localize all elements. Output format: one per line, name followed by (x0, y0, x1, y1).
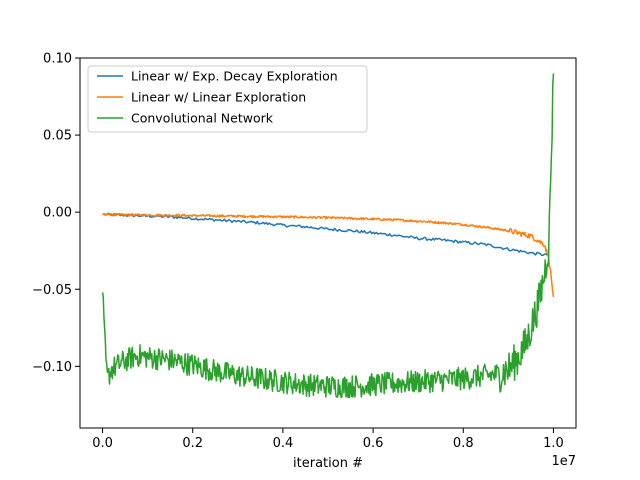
x-tick-label: 0.0 (92, 436, 113, 451)
plot-frame (79, 57, 577, 429)
legend-label-3: Convolutional Network (131, 111, 274, 126)
y-tick-label: 0.05 (43, 129, 72, 144)
x-tick-label: 0.4 (273, 436, 294, 451)
y-tick-label: 0.10 (43, 52, 72, 67)
x-tick-label: 0.6 (363, 436, 384, 451)
series-line-1 (102, 212, 549, 257)
y-tick-label: −0.05 (32, 283, 72, 298)
x-axis-label: iteration # (293, 456, 363, 471)
legend-label-1: Linear w/ Exp. Decay Exploration (131, 69, 338, 84)
y-tick-label: −0.10 (32, 360, 72, 375)
legend-label-2: Linear w/ Linear Exploration (131, 90, 306, 105)
series-line-3 (101, 73, 555, 399)
series-layer (101, 73, 555, 399)
x-axis-offset-label: 1e7 (551, 454, 576, 469)
legend: Linear w/ Exp. Decay Exploration Linear w… (87, 65, 368, 133)
x-tick-label: 0.8 (453, 436, 474, 451)
x-tick-label: 1.0 (543, 436, 564, 451)
legend-box (87, 65, 368, 133)
series-line-2 (102, 212, 555, 298)
ticks-layer: 0.0 0.2 0.4 0.6 0.8 1.0 0.10 0.05 0.00 −0.05 −0.10 (32, 52, 564, 452)
y-tick-label: 0.00 (43, 206, 72, 221)
x-tick-label: 0.2 (182, 436, 203, 451)
